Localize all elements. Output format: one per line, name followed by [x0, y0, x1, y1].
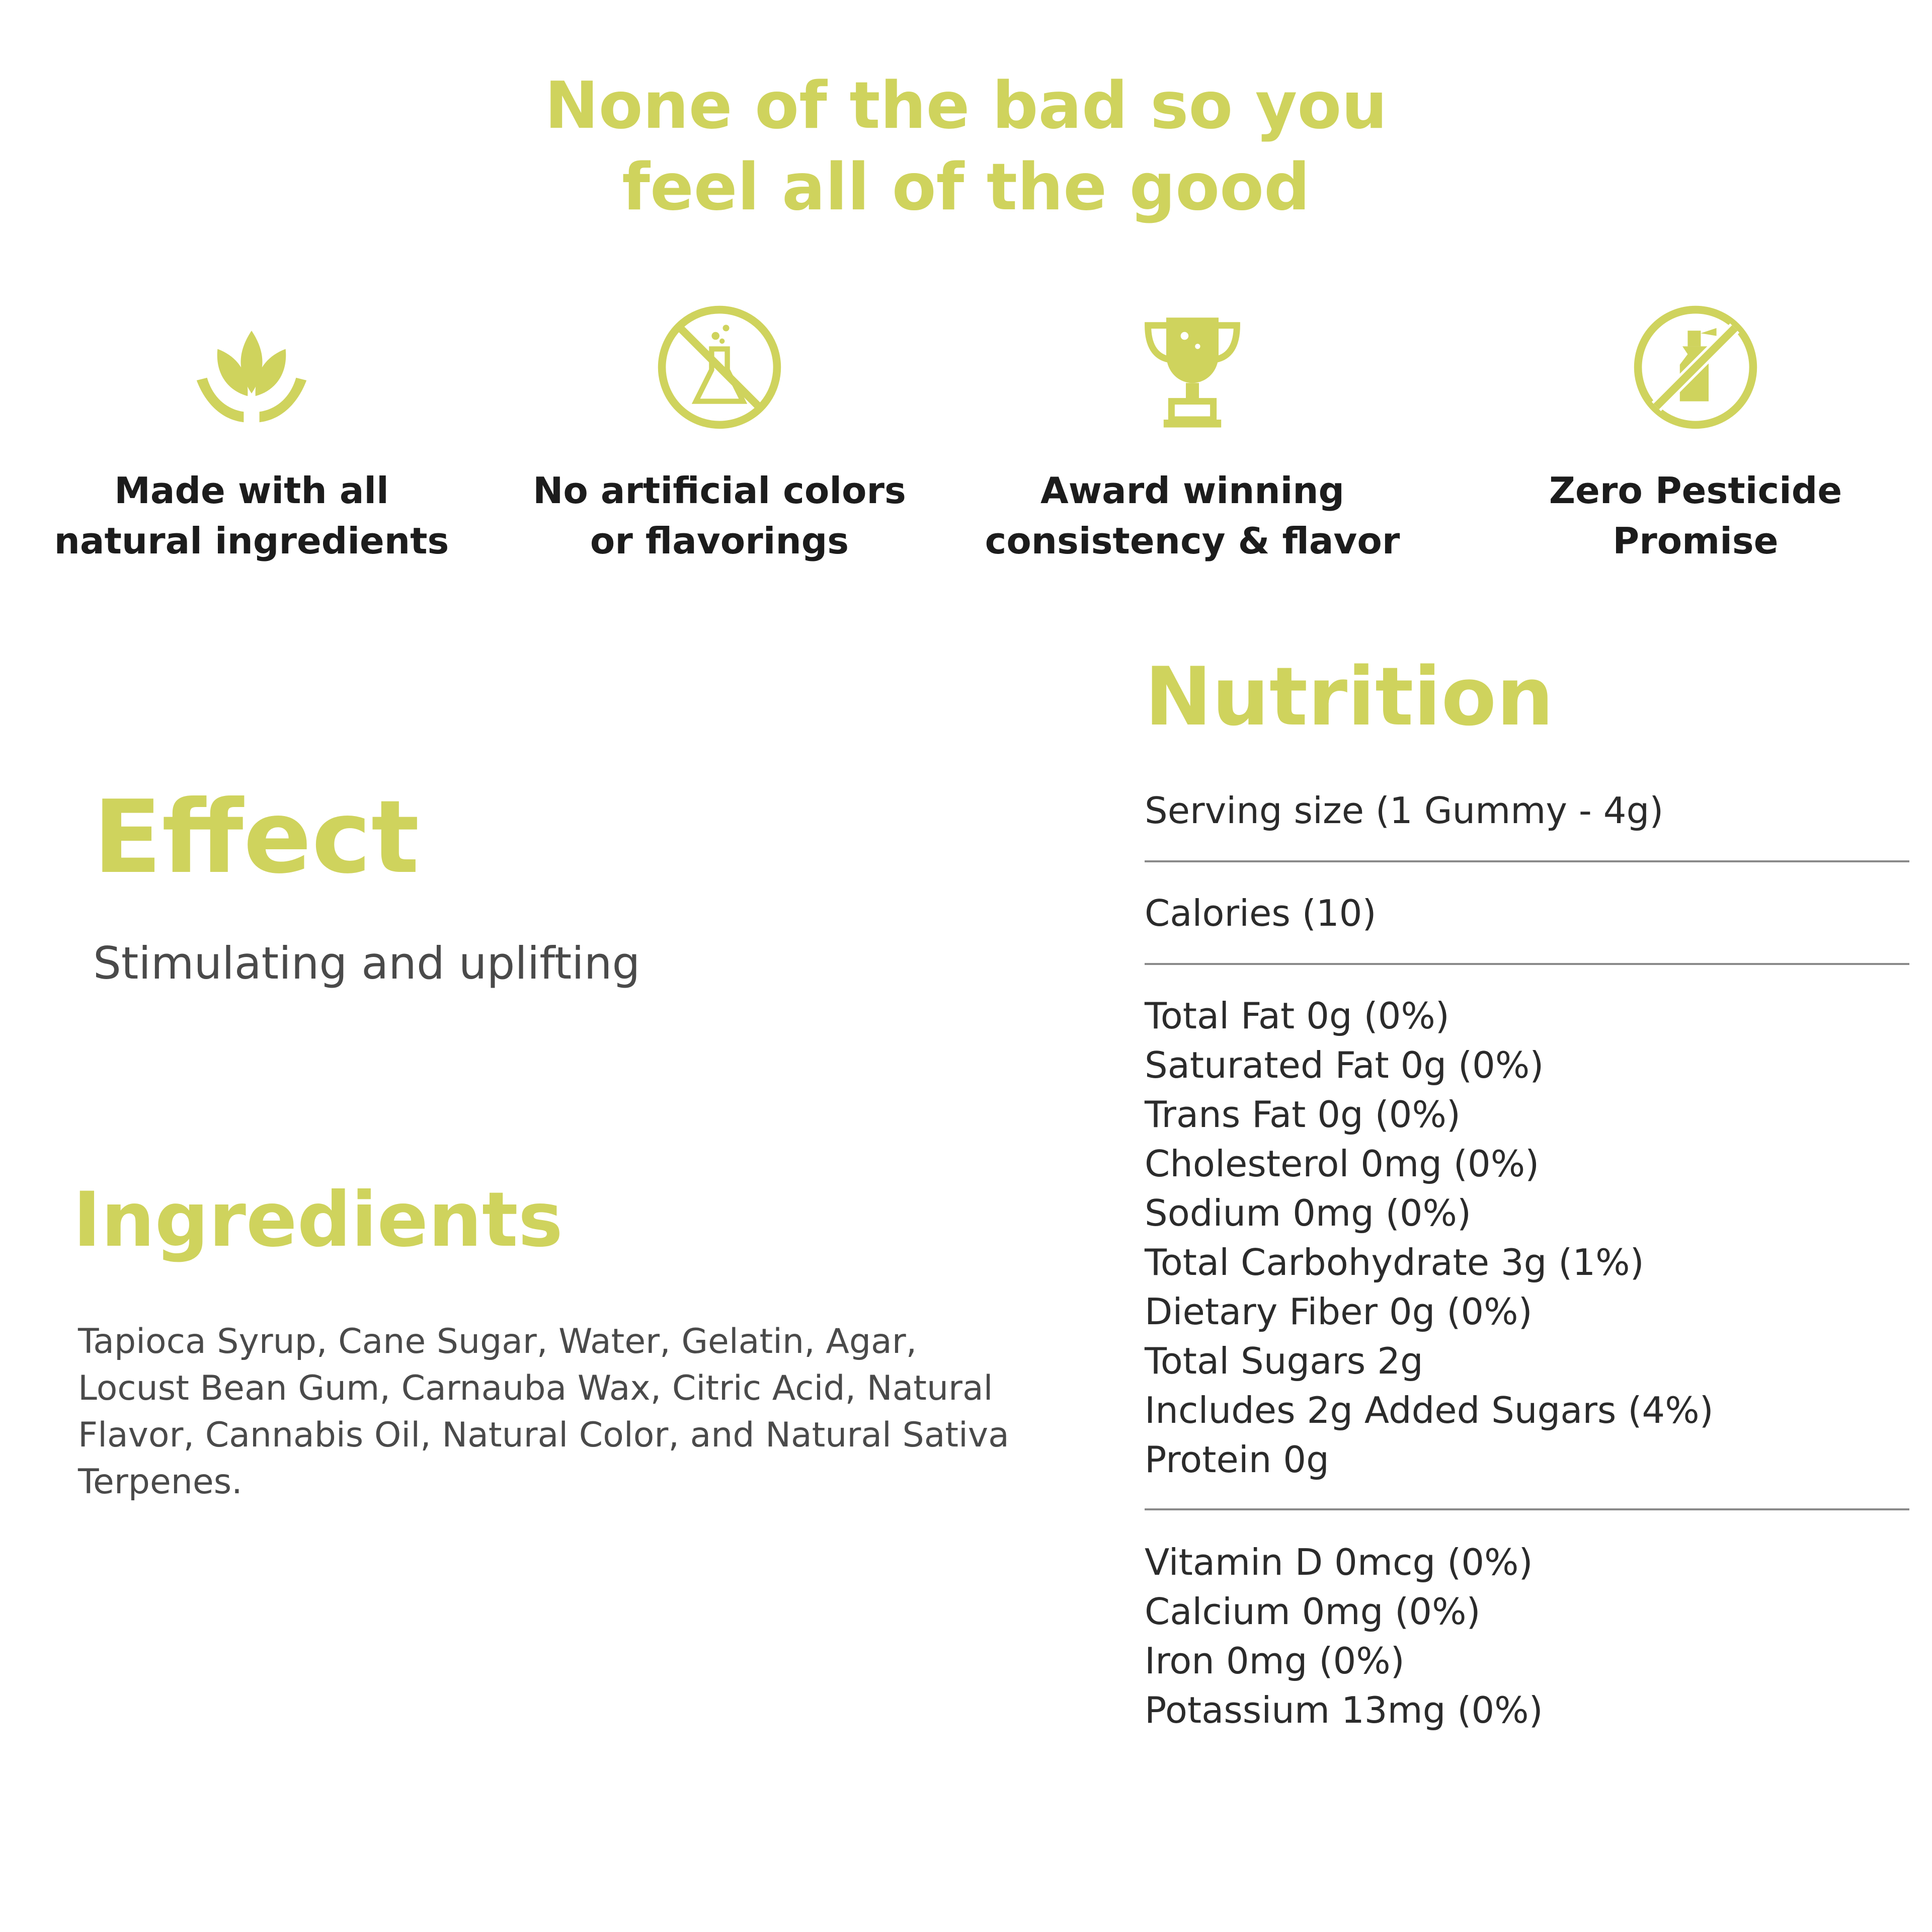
no-pesticide-icon [1630, 302, 1761, 433]
nutrient-row: Vitamin D 0mcg (0%) [1145, 1541, 1533, 1583]
vitamins-list: Vitamin D 0mcg (0%) Calcium 0mg (0%) Iro… [1145, 1538, 1909, 1735]
ingredients-title: Ingredients [73, 1176, 563, 1264]
macros-list: Total Fat 0g (0%) Saturated Fat 0g (0%) … [1145, 991, 1909, 1484]
calories-text: Calories (10) [1145, 892, 1377, 934]
nutrient-row: Sodium 0mg (0%) [1145, 1192, 1472, 1234]
ingredients-line: Flavor, Cannabis Oil, Natural Color, and… [78, 1415, 1009, 1455]
feature-award-winning: Award winning consistency & flavor [956, 302, 1429, 566]
nutrient-row: Saturated Fat 0g (0%) [1145, 1044, 1544, 1086]
nutrient-row: Includes 2g Added Sugars (4%) [1145, 1389, 1714, 1431]
headline-line-2: feel all of the good [622, 150, 1310, 225]
headline: None of the bad so you feel all of the g… [0, 65, 1932, 228]
feature-3-line-1: Award winning [1040, 469, 1345, 512]
feature-4-line-2: Promise [1613, 520, 1779, 562]
nutrient-row: Dietary Fiber 0g (0%) [1145, 1291, 1533, 1333]
feature-zero-pesticide: Zero Pesticide Promise [1459, 302, 1932, 566]
nutrient-row: Protein 0g [1145, 1438, 1329, 1481]
feature-2-line-1: No artificial colors [533, 469, 906, 512]
nutrient-row: Cholesterol 0mg (0%) [1145, 1143, 1540, 1185]
nutrition-title: Nutrition [1145, 650, 1554, 744]
serving-size: Serving size (1 Gummy - 4g) [1145, 786, 1909, 835]
nutrition-divider [1145, 963, 1909, 965]
nutrient-row: Total Sugars 2g [1145, 1340, 1423, 1382]
feature-1-line-1: Made with all [114, 469, 389, 512]
calories: Calories (10) [1145, 889, 1909, 938]
feature-3-line-2: consistency & flavor [985, 520, 1400, 562]
nutrient-row: Total Carbohydrate 3g (1%) [1145, 1241, 1644, 1283]
nutrient-row: Iron 0mg (0%) [1145, 1640, 1405, 1682]
ingredients-line: Tapioca Syrup, Cane Sugar, Water, Gelati… [78, 1322, 917, 1361]
effect-title: Effect [93, 779, 420, 896]
no-chemicals-icon [654, 302, 785, 433]
ingredients-list: Tapioca Syrup, Cane Sugar, Water, Gelati… [78, 1318, 1084, 1505]
nutrient-row: Trans Fat 0g (0%) [1145, 1093, 1461, 1136]
feature-4-line-1: Zero Pesticide [1549, 469, 1842, 512]
feature-1-line-2: natural ingredients [54, 520, 449, 562]
nutrient-row: Potassium 13mg (0%) [1145, 1689, 1543, 1731]
feature-no-artificial: No artificial colors or flavorings [483, 302, 956, 566]
headline-line-1: None of the bad so you [544, 68, 1388, 143]
trophy-icon [1127, 302, 1258, 433]
ingredients-line: Terpenes. [78, 1462, 243, 1502]
nutrient-row: Total Fat 0g (0%) [1145, 995, 1450, 1037]
ingredients-line: Locust Bean Gum, Carnauba Wax, Citric Ac… [78, 1369, 993, 1408]
feature-natural-ingredients: Made with all natural ingredients [15, 302, 488, 566]
leaves-hands-icon [186, 302, 317, 433]
nutrient-row: Calcium 0mg (0%) [1145, 1590, 1481, 1633]
nutrition-divider [1145, 1508, 1909, 1510]
feature-2-line-2: or flavorings [590, 520, 849, 562]
effect-description: Stimulating and uplifting [93, 937, 640, 989]
nutrition-divider [1145, 860, 1909, 862]
serving-size-text: Serving size (1 Gummy - 4g) [1145, 789, 1664, 832]
